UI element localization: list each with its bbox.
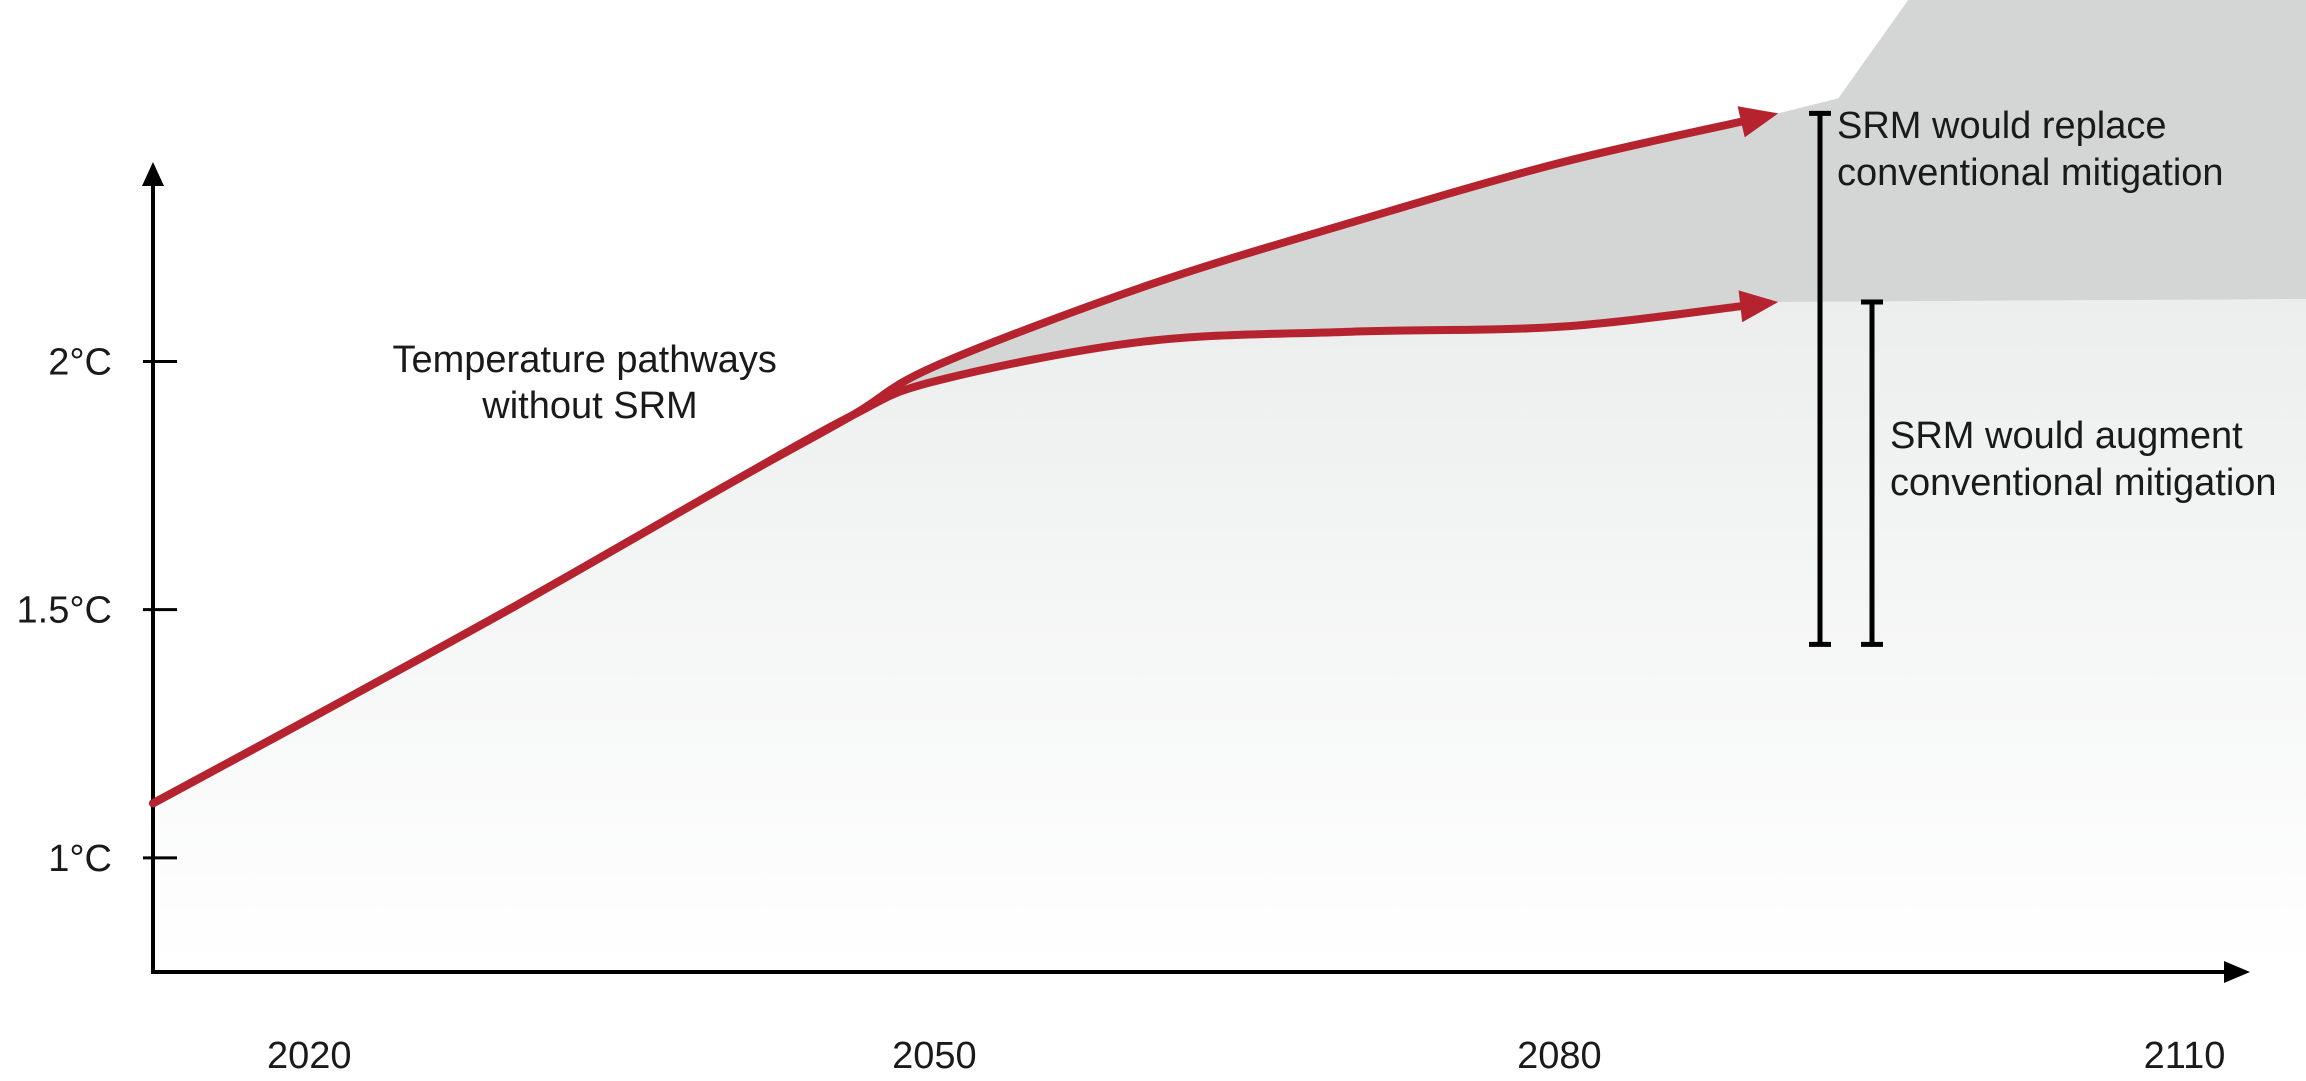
augment-region	[153, 299, 2306, 972]
replace-annotation-line-1: SRM would replace	[1837, 105, 2166, 147]
pathways-annotation: Temperature pathways without SRM	[393, 339, 788, 427]
y-tick-label: 1.5°C	[17, 590, 112, 632]
augment-annotation-line-1: SRM would augment	[1890, 415, 2243, 457]
x-ticks: 2020 2050 2080 2110	[267, 1035, 2225, 1077]
augment-annotation-line-2: conventional mitigation	[1890, 462, 2277, 504]
y-axis-arrow	[142, 162, 164, 186]
x-tick-label: 2110	[2144, 1035, 2226, 1077]
x-tick-label: 2080	[1517, 1035, 1602, 1077]
pathways-annotation-line-2: without SRM	[481, 385, 697, 427]
replace-annotation-line-2: conventional mitigation	[1837, 152, 2224, 194]
pathways-annotation-line-1: Temperature pathways	[393, 339, 777, 381]
x-tick-label: 2020	[267, 1035, 352, 1077]
x-tick-label: 2050	[892, 1035, 977, 1077]
y-tick-label: 1°C	[48, 838, 112, 880]
y-tick-label: 2°C	[48, 342, 112, 384]
